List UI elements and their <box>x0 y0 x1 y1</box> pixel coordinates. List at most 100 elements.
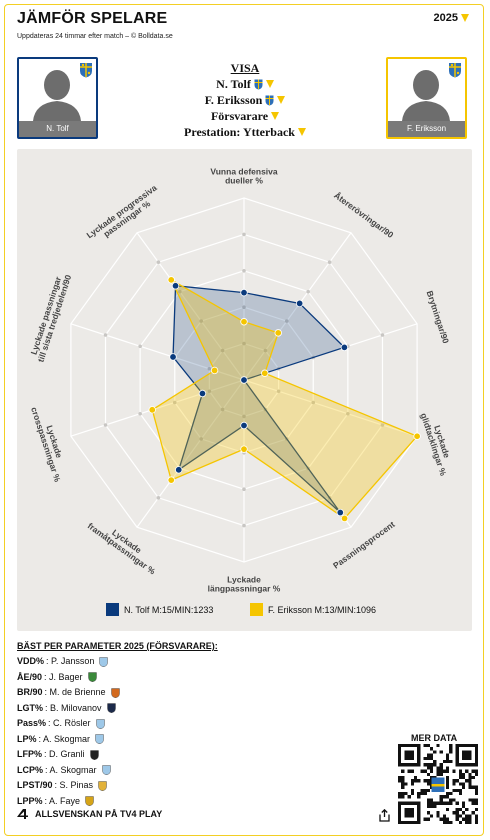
best-list-item: Pass%: C. Rösler <box>17 716 120 732</box>
radar-data-point[interactable] <box>198 389 207 398</box>
legend-label: N. Tolf M:15/MIN:1233 <box>124 605 213 615</box>
radar-data-point[interactable] <box>240 318 248 326</box>
radar-data-point[interactable] <box>240 421 248 430</box>
radar-data-point[interactable] <box>240 445 248 453</box>
radar-data-point[interactable] <box>340 343 349 352</box>
radar-spoke <box>70 379 245 437</box>
best-list-item: VDD%: P. Jansson <box>17 654 120 670</box>
svg-text:Lyckade passningartill sista t: Lyckade passningartill sista tredjedelen… <box>27 270 73 363</box>
chevron-down-icon <box>461 14 469 22</box>
footer-brand-text: ALLSVENSKAN PÅ TV4 PLAY <box>35 809 163 819</box>
card-frame <box>4 4 484 836</box>
radar-data-point[interactable] <box>413 432 421 440</box>
player-silhouette-icon <box>398 65 454 121</box>
radar-axis-label: Lyckadecrosspassningar % <box>29 406 64 484</box>
footer-brand[interactable]: ALLSVENSKAN PÅ TV4 PLAY <box>17 809 162 819</box>
performance-select[interactable]: Prestation: Ytterback <box>110 124 380 140</box>
radar-data-point[interactable] <box>167 276 175 284</box>
radar-data-point[interactable] <box>171 282 180 290</box>
best-player-name[interactable]: : D. Granli <box>44 749 85 759</box>
best-parameter-key: VDD% <box>17 656 45 666</box>
position-value: Försvarare <box>210 109 269 123</box>
best-parameter-key: BR/90 <box>17 687 43 697</box>
radar-data-point[interactable] <box>175 466 183 474</box>
best-player-name[interactable]: : A. Skogmar <box>45 764 97 775</box>
player-silhouette-icon <box>29 65 85 121</box>
position-select[interactable]: Försvarare <box>110 108 380 124</box>
player-card-right[interactable]: F. Eriksson <box>386 57 467 139</box>
share-icon[interactable] <box>378 809 391 822</box>
radar-data-point[interactable] <box>261 369 269 377</box>
radar-panel: Vunna defensiva dueller % Återerövringar/9… <box>17 149 472 631</box>
radar-data-point[interactable] <box>240 288 248 297</box>
best-list-item: LP%: A. Skogmar <box>17 732 120 748</box>
radar-tick <box>242 523 246 528</box>
radar-tick <box>199 319 204 323</box>
best-player-name[interactable]: : J. Bager <box>44 671 83 682</box>
svg-text:Passningsprocent: Passningsprocent <box>331 519 397 571</box>
best-parameter-key: LGT% <box>17 702 43 713</box>
best-player-name[interactable]: : A. Faye <box>44 795 81 806</box>
best-player-name[interactable]: : A. Skogmar <box>38 733 91 744</box>
best-list-item: LGT%: B. Milovanov <box>17 701 120 717</box>
radar-tick <box>220 407 225 412</box>
radar-axis-label: Lyckade progressivapassningar % <box>85 182 165 247</box>
svg-text:Lyckade progressivapassningar: Lyckade progressivapassningar % <box>85 182 165 247</box>
player-card-left[interactable]: N. Tolf <box>17 57 98 139</box>
best-parameter-key: LCP% <box>17 764 44 775</box>
legend-swatch <box>250 603 263 616</box>
best-player-name[interactable]: : C. Rösler <box>48 718 91 728</box>
player-name-left: N. Tolf <box>19 121 96 137</box>
club-crest-icon <box>265 95 274 105</box>
radar-data-point[interactable] <box>210 366 219 375</box>
club-crest-icon <box>98 781 107 791</box>
club-crest-icon <box>110 688 120 698</box>
best-list-item: LPP%: A. Faye <box>17 794 120 810</box>
mer-data-label[interactable]: MER DATA <box>411 733 458 743</box>
radar-axis-label: Vunna defensiva dueller % <box>210 167 278 186</box>
player2-select[interactable]: F. Eriksson <box>110 92 380 108</box>
radar-data-point[interactable] <box>167 476 175 484</box>
best-list: VDD%: P. Jansson ÅE/90: J. Bager BR/90: M.… <box>17 654 120 809</box>
club-crest-icon <box>101 765 111 776</box>
radar-tick <box>138 411 142 416</box>
radar-data-point[interactable] <box>274 329 282 337</box>
radar-data-point[interactable] <box>295 299 304 308</box>
page-title: JÄMFÖR SPELARE <box>17 10 168 27</box>
season-value: 2025 <box>433 12 458 24</box>
radar-axis-label: Återerövringar/90 <box>332 190 395 240</box>
qr-code-icon[interactable] <box>398 744 478 824</box>
best-player-name[interactable]: : M. de Brienne <box>44 687 106 697</box>
radar-data-point[interactable] <box>340 514 349 523</box>
best-player-name[interactable]: : S. Pinas <box>54 780 94 790</box>
radar-tick <box>284 319 289 323</box>
best-player-name[interactable]: : P. Jansson <box>46 656 95 666</box>
radar-tick <box>156 495 161 500</box>
radar-tick <box>242 232 246 237</box>
season-select[interactable]: 2025 <box>434 12 469 24</box>
best-list-item: LCP%: A. Skogmar <box>17 763 120 779</box>
club-crest-icon <box>254 79 263 89</box>
best-list-item: LPST/90: S. Pinas <box>17 778 120 794</box>
chevron-down-icon <box>271 112 280 120</box>
best-parameter-key: LPST/90 <box>17 780 53 790</box>
radar-data-point[interactable] <box>336 508 344 517</box>
best-list-item: LFP%: D. Granli <box>17 747 120 763</box>
radar-tick <box>207 389 212 394</box>
radar-tick <box>220 348 225 353</box>
radar-data-point[interactable] <box>169 353 177 361</box>
best-parameter-key: LP% <box>17 733 37 744</box>
radar-data-point[interactable] <box>240 376 248 384</box>
radar-data-point[interactable] <box>148 406 156 414</box>
best-parameter-key: ÅE/90 <box>17 671 43 682</box>
best-player-name[interactable]: : B. Milovanov <box>45 702 102 713</box>
radar-axis-label: Brytningar/90 <box>425 289 452 344</box>
player2-value: F. Eriksson <box>204 93 263 107</box>
options-panel: VISA N. Tolf F. Eriksson Försvarare Pres… <box>110 60 380 140</box>
radar-tick <box>380 333 385 337</box>
radar-tick <box>242 487 246 492</box>
player1-select[interactable]: N. Tolf <box>110 76 380 92</box>
radar-tick <box>242 305 246 309</box>
radar-tick <box>178 289 182 294</box>
